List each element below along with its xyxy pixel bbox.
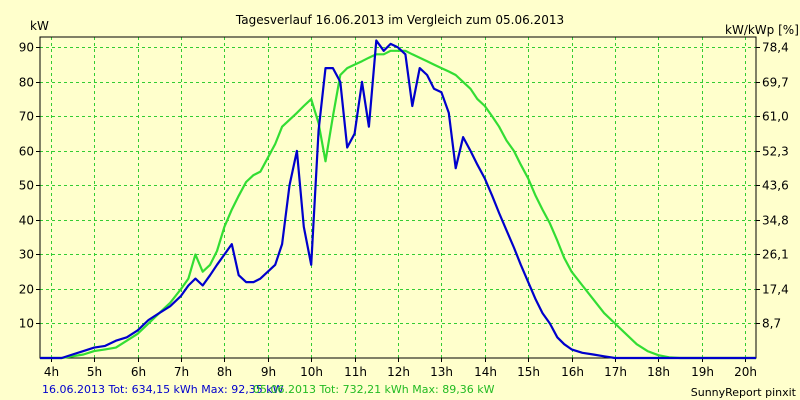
footer-credit: SunnyReport pinxit [691,386,797,399]
y-right-tick-label: 34,8 [762,214,789,228]
y-right-tick-label: 43,6 [762,179,789,193]
y-left-tick-label: 20 [19,283,34,297]
x-tick-label: 4h [44,365,59,379]
y-left-tick-label: 40 [19,214,34,228]
y-left-tick-label: 90 [19,41,34,55]
x-tick-label: 11h [344,365,367,379]
labels: Tagesverlauf 16.06.2013 im Vergleich zum… [30,13,799,399]
x-tick-label: 13h [430,365,453,379]
y-right-tick-label: 17,4 [762,283,789,297]
grid [40,37,756,358]
x-tick-label: 8h [217,365,232,379]
y-left-tick-label: 30 [19,248,34,262]
x-tick-label: 10h [300,365,323,379]
axes: 4h 5h 6h 7h 8h 9h 10h 11h 12h 13h 14h 15h 16h 17h 18h 1… [19,36,789,379]
x-tick-label: 15h [517,365,540,379]
series-line-1 [40,39,756,360]
x-tick-label: 7h [174,365,189,379]
x-tick-label: 9h [261,365,276,379]
series-line-2 [40,49,756,360]
series-1-stats: 16.06.2013 Tot: 634,15 kWh Max: 92,35 kW [42,383,284,396]
y-axis-left-label: kW [30,19,49,33]
y-right-tick-label: 61,0 [762,110,789,124]
x-tick-label: 17h [604,365,627,379]
x-tick-label: 20h [734,365,757,379]
x-tick-label: 18h [647,365,670,379]
y-right-tick-label: 78,4 [762,41,789,55]
series-layer [40,39,756,360]
chart-title: Tagesverlauf 16.06.2013 im Vergleich zum… [235,13,564,27]
y-right-tick-label: 26,1 [762,248,789,262]
x-tick-label: 6h [131,365,146,379]
y-left-tick-label: 70 [19,110,34,124]
y-axis-right-label: kW/kWp [%] [725,23,799,37]
y-left-tick-label: 60 [19,145,34,159]
x-tick-label: 19h [691,365,714,379]
x-tick-label: 14h [474,365,497,379]
y-left-tick-label: 50 [19,179,34,193]
x-tick-label: 12h [387,365,410,379]
y-left-tick-label: 10 [19,317,34,331]
y-right-tick-label: 52,3 [762,145,789,159]
y-right-tick-label: 8,7 [762,317,781,331]
x-tick-label: 16h [561,365,584,379]
y-left-tick-label: 80 [19,76,34,90]
y-right-tick-label: 69,7 [762,76,789,90]
series-2-stats: 05.06.2013 Tot: 732,21 kWh Max: 89,36 kW [253,383,495,396]
x-tick-label: 5h [87,365,102,379]
